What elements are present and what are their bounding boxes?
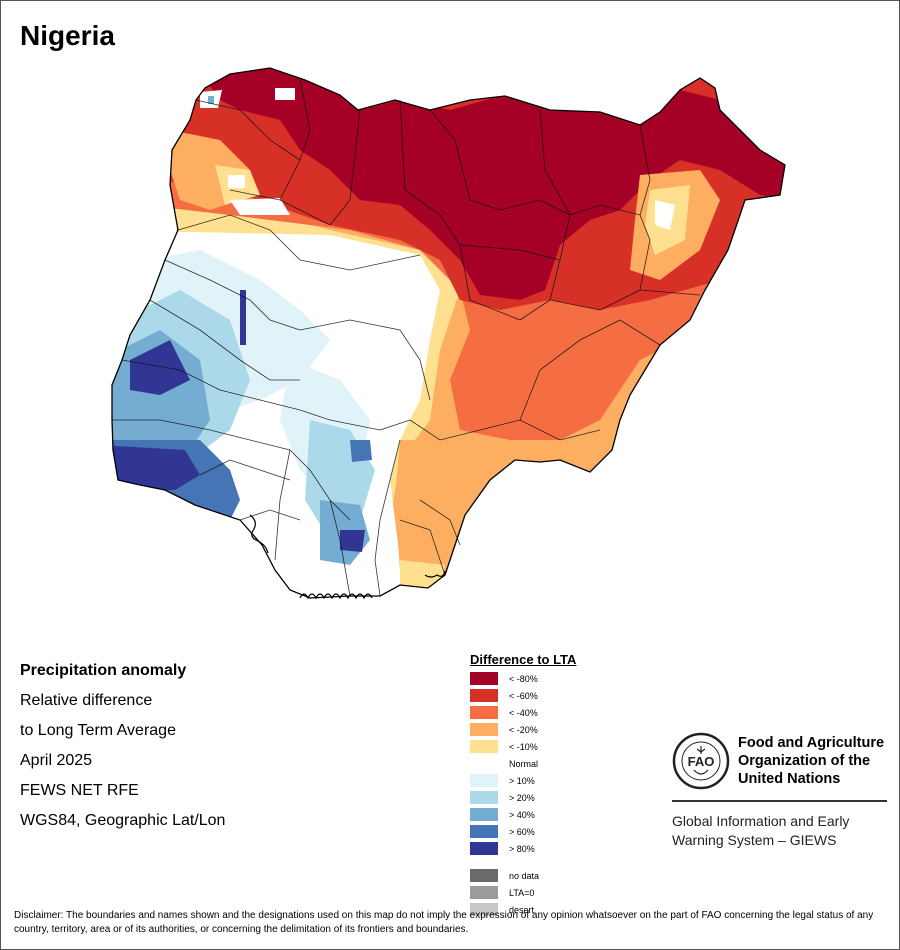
legend-label: < -80%	[509, 673, 538, 684]
legend-title: Difference to LTA	[470, 652, 577, 667]
legend-row: > 10%	[470, 774, 535, 787]
legend-label: > 10%	[509, 775, 535, 786]
legend-swatch	[470, 689, 498, 702]
fao-name-line1: Food and Agriculture	[738, 735, 885, 751]
info-line-period: April 2025	[20, 752, 93, 769]
legend-swatch	[470, 706, 498, 719]
legend-label: < -20%	[509, 724, 538, 735]
info-line-projection: WGS84, Geographic Lat/Lon	[20, 812, 226, 829]
info-heading: Precipitation anomaly	[20, 662, 187, 679]
legend-swatch	[470, 869, 498, 882]
legend-swatch	[470, 672, 498, 685]
legend-row: Normal	[470, 757, 538, 770]
legend-swatch	[470, 740, 498, 753]
legend-swatch	[470, 757, 498, 770]
legend-row: < -40%	[470, 706, 538, 719]
fao-logo-text: FAO	[688, 754, 715, 769]
legend-swatch	[470, 723, 498, 736]
legend-label: LTA=0	[509, 887, 535, 898]
legend-label: < -60%	[509, 690, 538, 701]
nigeria-anomaly-map	[111, 67, 786, 600]
legend-label: < -10%	[509, 741, 538, 752]
legend-row: > 20%	[470, 791, 535, 804]
legend-swatch	[470, 886, 498, 899]
legend-row: > 80%	[470, 842, 535, 855]
giews-line1: Global Information and Early	[672, 813, 850, 829]
legend-label: Normal	[509, 758, 539, 769]
legend-row: < -80%	[470, 672, 538, 685]
legend-label: > 20%	[509, 792, 535, 803]
legend-swatch	[470, 791, 498, 804]
legend: Difference to LTA < -80% < -60% < -40% <…	[470, 652, 577, 916]
legend-row-extra: LTA=0	[470, 886, 534, 899]
fao-name-line2: Organization of the	[738, 753, 871, 769]
legend-swatch	[470, 808, 498, 821]
legend-swatch	[470, 842, 498, 855]
info-line-lta: to Long Term Average	[20, 722, 176, 739]
info-line-relative: Relative difference	[20, 692, 153, 709]
legend-label: no data	[509, 870, 540, 881]
legend-label: < -40%	[509, 707, 538, 718]
legend-label: desert	[509, 904, 535, 915]
legend-row-extra: no data	[470, 869, 539, 882]
anomaly-raster	[112, 68, 785, 598]
legend-row-extra: desert	[470, 903, 534, 916]
legend-swatch	[470, 774, 498, 787]
map-title: Nigeria	[20, 20, 115, 51]
admin-boundaries	[112, 79, 701, 597]
legend-label: > 80%	[509, 843, 535, 854]
fao-name-line3: United Nations	[738, 771, 841, 787]
legend-label: > 60%	[509, 826, 535, 837]
legend-row: < -60%	[470, 689, 538, 702]
coastline-creeks	[249, 514, 446, 600]
legend-label: > 40%	[509, 809, 535, 820]
legend-row: < -10%	[470, 740, 538, 753]
info-line-source: FEWS NET RFE	[20, 782, 139, 799]
legend-row: < -20%	[470, 723, 538, 736]
fao-logo: FAO	[672, 732, 730, 790]
fao-divider	[672, 800, 887, 802]
giews-line2: Warning System – GIEWS	[672, 832, 837, 848]
legend-swatch	[470, 903, 498, 916]
map-info-panel: Precipitation anomaly Relative differenc…	[20, 656, 225, 836]
legend-row: > 40%	[470, 808, 535, 821]
legend-swatch	[470, 825, 498, 838]
fao-name: Food and Agriculture Organization of the…	[738, 734, 884, 788]
disclaimer: Disclaimer: The boundaries and names sho…	[14, 910, 874, 935]
legend-row: > 60%	[470, 825, 535, 838]
giews-label: Global Information and Early Warning Sys…	[672, 812, 892, 850]
